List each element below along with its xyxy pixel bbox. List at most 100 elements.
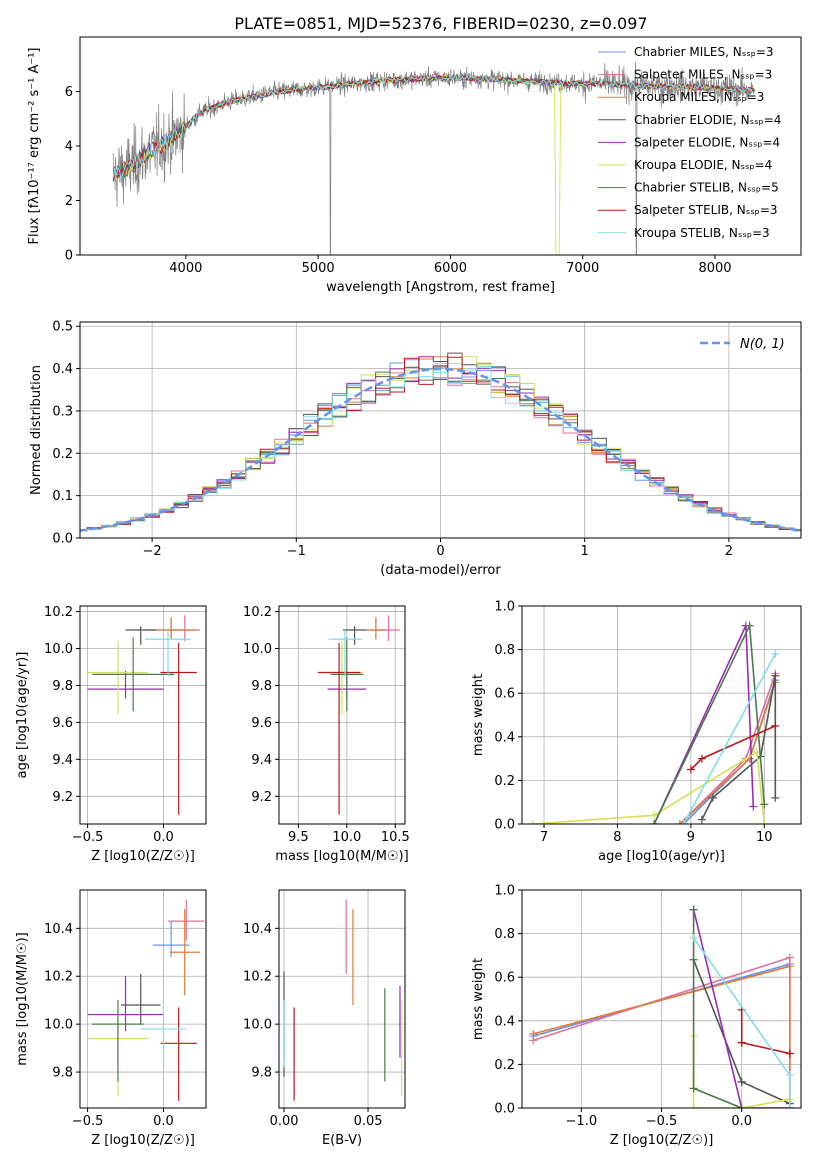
x-tick-label: 5000 xyxy=(302,261,335,276)
panels: 4000 5000 6000 7000 8000 0 2 4 6 wavelength [Angs… xyxy=(15,36,802,1148)
weight-marker xyxy=(771,793,780,802)
weight-marker xyxy=(650,820,659,824)
figure-title: PLATE=0851, MJD=52376, FIBERID=0230, z=0… xyxy=(234,14,647,33)
spectrum-legend: Chabrier MILES, Nₛₛₚ=3 Salpeter MILES, Nₛ… xyxy=(598,45,781,240)
x-tick-label: −0.5 xyxy=(646,1114,678,1129)
y-tick-label: 10.2 xyxy=(44,605,73,620)
gaussian-curve xyxy=(80,367,801,532)
model-spectrum xyxy=(112,74,755,181)
x-tick-label: −1.0 xyxy=(566,1114,598,1129)
weight-marker xyxy=(737,1104,746,1108)
x-tick-label: −0.5 xyxy=(72,830,104,845)
weight-age-frame xyxy=(521,605,802,825)
legend-label: Chabrier MILES, Nₛₛₚ=3 xyxy=(634,45,774,59)
spectrum-frame xyxy=(79,36,802,256)
y-axis-label: mass weight xyxy=(471,958,486,1040)
weight-marker xyxy=(785,953,794,962)
y-tick-label: 10.2 xyxy=(44,970,73,985)
y-tick-label: 9.8 xyxy=(52,679,73,694)
spectrum-lines xyxy=(112,61,755,255)
y-axis-label: Normed distribution xyxy=(29,365,44,495)
x-axis-label: wavelength [Angstrom, rest frame] xyxy=(326,280,555,295)
y-tick-label: 10.0 xyxy=(243,642,272,657)
legend-label: Salpeter STELIB, Nₛₛₚ=3 xyxy=(634,203,778,217)
x-tick-label: 6000 xyxy=(434,261,467,276)
y-tick-label: 4 xyxy=(65,140,73,155)
y-tick-label: 1.0 xyxy=(494,884,515,899)
y-tick-label: 0.0 xyxy=(494,1102,515,1117)
y-tick-label: 9.6 xyxy=(251,716,272,731)
y-tick-label: 6 xyxy=(65,85,73,100)
y-axis-label: mass weight xyxy=(471,674,486,756)
x-tick-label: 0.0 xyxy=(731,1114,752,1129)
weight-marker xyxy=(708,793,717,802)
weight-marker xyxy=(771,721,780,730)
x-tick-label: 0.05 xyxy=(354,1114,383,1129)
residual-histogram xyxy=(80,366,801,532)
y-tick-label: 0.4 xyxy=(494,730,515,745)
weight-marker xyxy=(529,820,538,824)
weight-marker xyxy=(785,1104,794,1108)
weight-marker xyxy=(697,754,706,763)
y-tick-label: 10.2 xyxy=(243,605,272,620)
weight-marker xyxy=(749,802,758,811)
age-Z-axes: −0.5 0.0 9.2 9.4 9.6 9.8 10.0 10.2 Z [log10(Z/Z☉… xyxy=(15,605,206,864)
weight-line xyxy=(532,750,766,824)
y-axis-label: mass [log10(M/M☉)] xyxy=(15,932,30,1065)
y-tick-label: 9.8 xyxy=(52,1066,73,1081)
x-tick-label: 0.0 xyxy=(153,830,174,845)
weight-marker xyxy=(689,905,698,914)
x-tick-label: 0 xyxy=(436,544,444,559)
weight-marker xyxy=(689,1104,698,1108)
weight-marker xyxy=(737,1077,746,1086)
residuals-axes: −2 −1 0 1 2 0.0 0.1 0.2 0.3 0.4 0.5 (data-model)/er… xyxy=(29,320,801,578)
x-tick-label: 4000 xyxy=(169,261,202,276)
weight-marker xyxy=(650,811,659,820)
legend-label: Kroupa STELIB, Nₛₛₚ=3 xyxy=(634,226,770,240)
y-tick-label: 0.4 xyxy=(494,1014,515,1029)
weight-marker xyxy=(686,765,695,774)
weight-line xyxy=(682,653,777,824)
y-tick-label: 0.3 xyxy=(52,404,73,419)
x-tick-label: −0.5 xyxy=(72,1114,104,1129)
weight-marker xyxy=(760,800,769,809)
y-tick-label: 0.8 xyxy=(494,643,515,658)
x-axis-label: E(B-V) xyxy=(322,1133,362,1148)
x-axis-label: age [log10(age/yr)] xyxy=(598,849,725,864)
y-tick-label: 10.2 xyxy=(243,970,272,985)
weight-Z-axes: −1.0 −0.5 0.0 0.0 0.2 0.4 0.6 0.8 1.0 Z [log10(Z/… xyxy=(471,884,801,1148)
mass-Z-axes: −0.5 0.0 9.8 10.0 10.2 10.4 Z [log10(Z/Z☉)] mas… xyxy=(15,890,206,1148)
x-tick-label: 2 xyxy=(725,544,733,559)
x-tick-label: 0.00 xyxy=(270,1114,299,1129)
age-mass-axes: 9.5 10.0 10.5 9.2 9.4 9.6 9.8 10.0 10.2 mass [log… xyxy=(243,605,410,864)
y-tick-label: 0.8 xyxy=(494,927,515,942)
y-tick-label: 0.0 xyxy=(52,532,73,547)
mass-Z-errorbars xyxy=(87,899,205,1101)
y-tick-label: 0 xyxy=(65,249,73,264)
x-tick-label: 7000 xyxy=(566,261,599,276)
y-tick-label: 2 xyxy=(65,194,73,209)
x-axis-label: Z [log10(Z/Z☉)] xyxy=(610,1133,714,1148)
y-tick-label: 9.4 xyxy=(251,753,272,768)
model-spectrum xyxy=(112,74,755,183)
weight-Z-frame xyxy=(521,889,802,1109)
weight-marker xyxy=(745,621,754,630)
legend-label: Kroupa MILES, Nₛₛₚ=3 xyxy=(634,90,764,104)
x-axis-label: mass [log10(M/M☉)] xyxy=(275,849,408,864)
y-tick-label: 0.4 xyxy=(52,362,73,377)
legend-label: Salpeter ELODIE, Nₛₛₚ=4 xyxy=(634,135,780,149)
weight-marker xyxy=(785,1049,794,1058)
weight-marker xyxy=(529,1029,538,1038)
y-tick-label: 0.2 xyxy=(52,447,73,462)
x-axis-label: Z [log10(Z/Z☉)] xyxy=(91,1133,195,1148)
age-mass-frame xyxy=(278,605,406,825)
x-tick-label: −1 xyxy=(287,544,306,559)
y-tick-label: 0.5 xyxy=(52,320,73,335)
x-tick-label: −2 xyxy=(143,544,162,559)
y-tick-label: 9.2 xyxy=(251,790,272,805)
y-tick-label: 10.0 xyxy=(243,1018,272,1033)
legend-label: Chabrier STELIB, Nₛₛₚ=5 xyxy=(634,181,779,195)
x-axis-label: (data-model)/error xyxy=(380,563,501,578)
mass-Z-frame xyxy=(79,889,207,1109)
x-tick-label: 10 xyxy=(756,830,773,845)
